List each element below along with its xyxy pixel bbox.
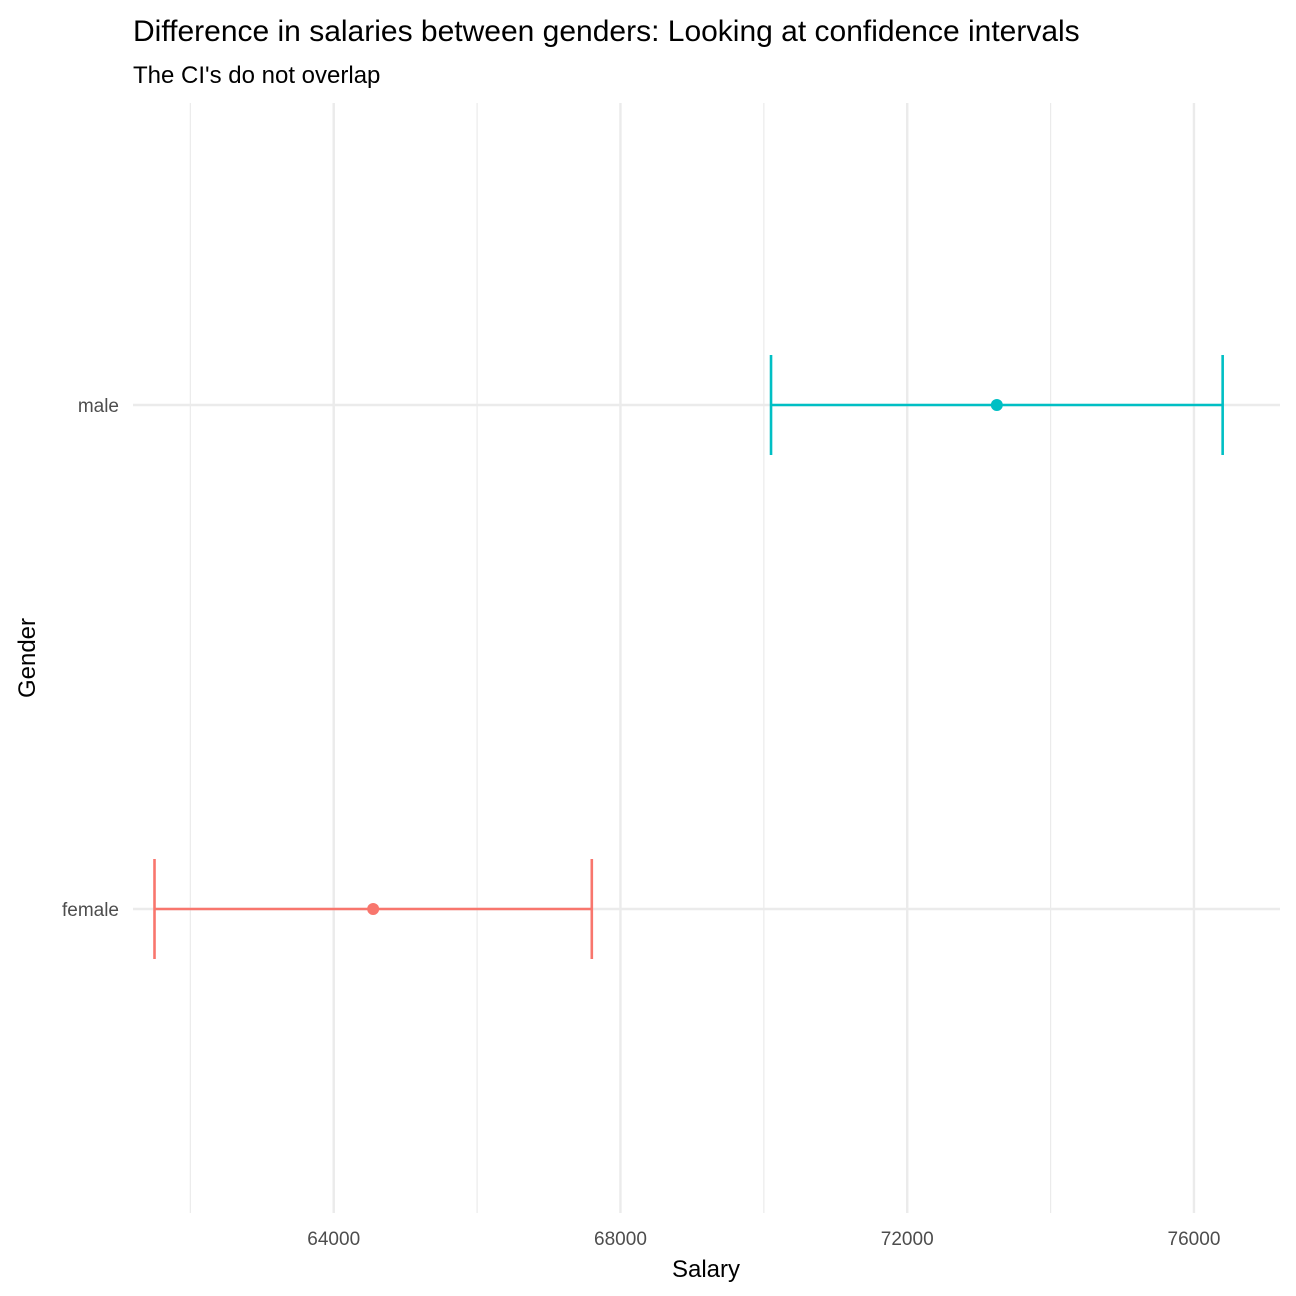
y-tick-label-male: male [78,396,119,417]
x-axis-title: Salary [672,1256,740,1283]
x-tick-label: 68000 [594,1229,647,1250]
mean-point-female [367,903,380,915]
x-tick-labels: 64000 68000 72000 76000 [307,1229,1220,1250]
y-tick-labels: female male [62,396,119,921]
grid-lines [133,103,1280,1213]
x-tick-label: 76000 [1168,1229,1221,1250]
x-tick-label: 72000 [881,1229,934,1250]
chart-subtitle: The CI's do not overlap [133,62,380,89]
x-tick-label: 64000 [307,1229,360,1250]
y-axis-title: Gender [14,618,41,698]
chart-title: Difference in salaries between genders: … [133,15,1080,48]
error-bars [153,355,1224,959]
mean-point-male [990,399,1003,411]
y-tick-label-female: female [62,900,119,921]
